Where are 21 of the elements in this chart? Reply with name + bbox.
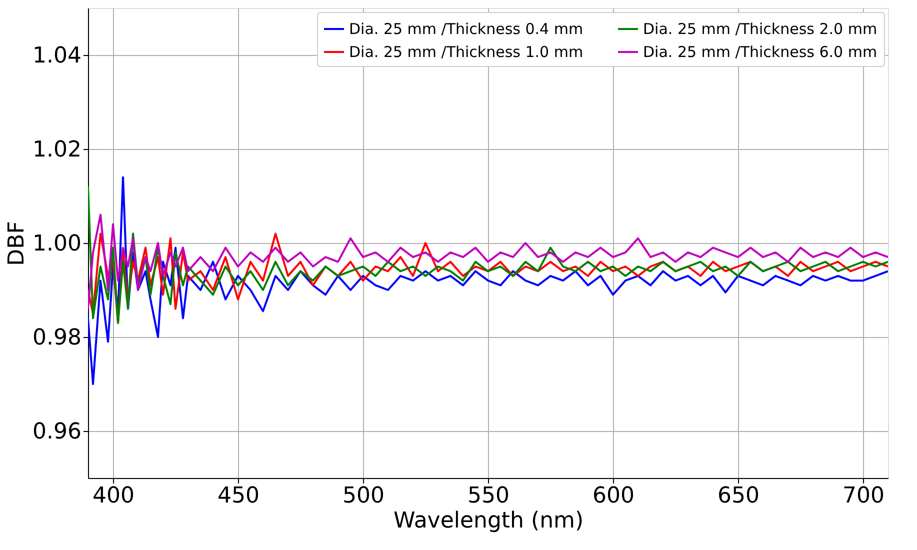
x-tick-label: 450 [218,484,260,508]
y-tick-label: 1.04 [32,44,82,68]
legend-label: Dia. 25 mm /Thickness 2.0 mm [643,20,878,38]
x-tick-label: 500 [342,484,384,508]
x-tick-label: 700 [842,484,884,508]
legend-label: Dia. 25 mm /Thickness 0.4 mm [349,20,584,38]
line-series [88,176,888,385]
y-tick-label: 0.98 [32,326,82,350]
legend-label: Dia. 25 mm /Thickness 6.0 mm [643,43,878,61]
y-tick-label: 0.96 [32,420,82,444]
x-tick-label: 600 [592,484,634,508]
x-tick-label: 650 [718,484,760,508]
line-series [88,214,888,310]
y-axis-title: DBF [4,221,30,266]
y-tick-label: 1.00 [32,232,82,256]
legend-label: Dia. 25 mm /Thickness 1.0 mm [349,43,584,61]
x-axis-title: Wavelength (nm) [393,508,584,534]
x-tick-label: 400 [92,484,134,508]
line-series [88,186,888,324]
y-tick-label: 1.02 [32,138,82,162]
x-tick-label: 550 [468,484,510,508]
